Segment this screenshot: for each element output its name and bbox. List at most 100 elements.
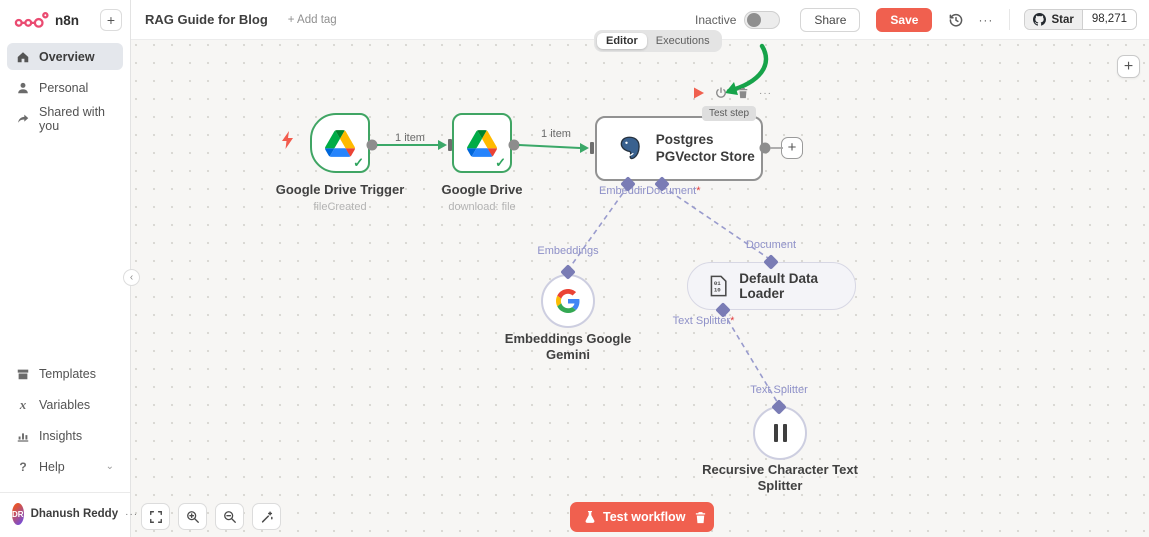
sidebar-item-label: Variables bbox=[39, 397, 91, 412]
node-title: Google Drive bbox=[441, 182, 523, 197]
variables-x-icon: x bbox=[19, 396, 27, 412]
sidebar-item-templates[interactable]: Templates bbox=[7, 360, 123, 387]
node-title: Postgres PGVector Store bbox=[655, 131, 755, 164]
node-default-data-loader[interactable]: 01 10 Default Data Loader bbox=[687, 262, 856, 310]
node-label-block: Google Drive download: file bbox=[402, 182, 562, 213]
github-star-label: Star bbox=[1051, 13, 1074, 26]
workflow-title[interactable]: RAG Guide for Blog bbox=[145, 12, 268, 27]
text-splitter-bars-icon bbox=[773, 424, 787, 442]
github-star-widget[interactable]: Star 98,271 bbox=[1024, 9, 1137, 30]
sidebar-item-variables[interactable]: x Variables bbox=[7, 391, 123, 418]
tab-editor[interactable]: Editor bbox=[597, 33, 647, 49]
sidebar: n8n + Overview Personal Shared with you … bbox=[0, 0, 137, 537]
sidebar-collapse-button[interactable]: ‹ bbox=[123, 269, 140, 286]
sidebar-item-label: Templates bbox=[39, 366, 96, 381]
test-workflow-button[interactable]: Test workflow bbox=[570, 502, 700, 532]
node-subtitle: fileCreated bbox=[313, 200, 367, 213]
logo-row: n8n + bbox=[0, 0, 130, 39]
tab-executions[interactable]: Executions bbox=[655, 35, 710, 47]
port-label-embeddings: Embeddings bbox=[537, 245, 599, 257]
n8n-logo-icon bbox=[14, 12, 49, 28]
node-title: Embeddings Google Gemini bbox=[504, 331, 632, 362]
zoom-out-button[interactable] bbox=[215, 503, 244, 530]
trash-icon bbox=[695, 511, 706, 523]
sidebar-bottom-nav: Templates x Variables Insights ? Help ⌄ bbox=[0, 356, 130, 484]
brand-name: n8n bbox=[55, 12, 80, 28]
binary-document-icon: 01 10 bbox=[710, 275, 727, 297]
connection-items-label: 1 item bbox=[395, 132, 425, 144]
active-status-label: Inactive bbox=[695, 12, 737, 27]
editor-tabs: Editor Executions bbox=[594, 30, 722, 52]
header-more-icon[interactable]: ··· bbox=[978, 12, 994, 27]
node-label-block: Google Drive Trigger fileCreated bbox=[260, 182, 420, 213]
tidy-up-wand-icon bbox=[261, 510, 273, 523]
new-workflow-button[interactable]: + bbox=[100, 9, 122, 31]
add-tag-button[interactable]: + Add tag bbox=[287, 13, 337, 26]
workflow-canvas[interactable]: ✓ Google Drive Trigger fileCreated ✓ Goo… bbox=[131, 40, 1149, 537]
sidebar-item-overview[interactable]: Overview bbox=[7, 43, 123, 70]
fit-view-button[interactable] bbox=[141, 503, 170, 530]
user-icon bbox=[18, 82, 28, 93]
zoom-out-icon bbox=[223, 510, 236, 523]
port-label-document: Document bbox=[745, 239, 797, 251]
sidebar-item-shared-with-you[interactable]: Shared with you bbox=[7, 104, 123, 133]
port-label-text-splitter: Text Splitter bbox=[750, 384, 808, 396]
node-embeddings-google-gemini[interactable] bbox=[541, 274, 595, 328]
node-title: Default Data Loader bbox=[739, 271, 819, 301]
share-arrow-icon bbox=[18, 114, 29, 123]
sidebar-item-insights[interactable]: Insights bbox=[7, 422, 123, 449]
github-widget-wrap: Star 98,271 bbox=[1009, 9, 1137, 30]
tidy-up-button[interactable] bbox=[252, 503, 281, 530]
share-button[interactable]: Share bbox=[800, 7, 861, 32]
connection-arrowhead bbox=[580, 143, 589, 153]
test-step-tooltip: Test step bbox=[702, 106, 757, 121]
sidebar-item-label: Personal bbox=[39, 80, 89, 95]
node-more-icon[interactable]: ··· bbox=[759, 87, 772, 99]
user-menu-row[interactable]: DR Dhanush Reddy ··· bbox=[0, 493, 137, 537]
node-postgres-pgvector-store[interactable]: Postgres PGVector Store bbox=[595, 116, 763, 181]
user-more-icon[interactable]: ··· bbox=[125, 508, 139, 520]
save-button[interactable]: Save bbox=[876, 7, 933, 32]
svg-text:01: 01 bbox=[714, 280, 721, 287]
node-title: Google Drive Trigger bbox=[275, 182, 405, 197]
sidebar-item-label: Overview bbox=[39, 49, 95, 64]
required-asterisk: * bbox=[696, 185, 701, 197]
zoom-in-button[interactable] bbox=[178, 503, 207, 530]
sidebar-item-label: Shared with you bbox=[39, 104, 106, 133]
port-label-text-splitter-required: Text Splitter* bbox=[672, 315, 735, 327]
google-drive-icon bbox=[325, 129, 355, 157]
google-g-icon bbox=[556, 289, 580, 313]
sidebar-item-help[interactable]: ? Help ⌄ bbox=[7, 453, 123, 480]
success-check-icon: ✓ bbox=[495, 155, 506, 170]
node-google-drive-trigger[interactable]: ✓ bbox=[310, 113, 370, 173]
sidebar-item-personal[interactable]: Personal bbox=[7, 74, 123, 101]
delete-workflow-button[interactable] bbox=[687, 502, 714, 532]
annotation-arrow bbox=[726, 43, 769, 94]
sidebar-spacer bbox=[0, 136, 130, 356]
header-actions: Inactive Share Save ··· Star 98,271 bbox=[695, 7, 1137, 32]
canvas-controls bbox=[141, 503, 281, 530]
power-icon[interactable] bbox=[715, 87, 727, 99]
trigger-bolt-icon bbox=[282, 131, 293, 149]
add-connected-node-button[interactable]: + bbox=[781, 137, 803, 159]
test-workflow-label: Test workflow bbox=[603, 510, 686, 524]
sidebar-divider bbox=[0, 492, 130, 493]
connection-line[interactable] bbox=[518, 144, 581, 149]
postgresql-icon bbox=[620, 136, 640, 159]
node-google-drive[interactable]: ✓ bbox=[452, 113, 512, 173]
add-node-button[interactable]: + bbox=[1117, 55, 1140, 78]
connections-layer bbox=[366, 43, 786, 414]
help-question-icon: ? bbox=[19, 459, 27, 474]
play-icon[interactable] bbox=[693, 87, 705, 99]
active-toggle[interactable] bbox=[744, 10, 781, 29]
chevron-down-icon: ⌄ bbox=[105, 461, 114, 472]
trash-icon[interactable] bbox=[737, 87, 749, 99]
dashed-connection-embedding[interactable] bbox=[567, 185, 629, 271]
workflow-history-icon[interactable] bbox=[948, 12, 964, 28]
connection-items-label: 1 item bbox=[541, 128, 571, 140]
github-star-count: 98,271 bbox=[1081, 10, 1136, 29]
templates-box-icon bbox=[17, 369, 29, 379]
node-recursive-character-text-splitter[interactable] bbox=[753, 406, 807, 460]
node-subtitle: download: file bbox=[448, 200, 516, 213]
